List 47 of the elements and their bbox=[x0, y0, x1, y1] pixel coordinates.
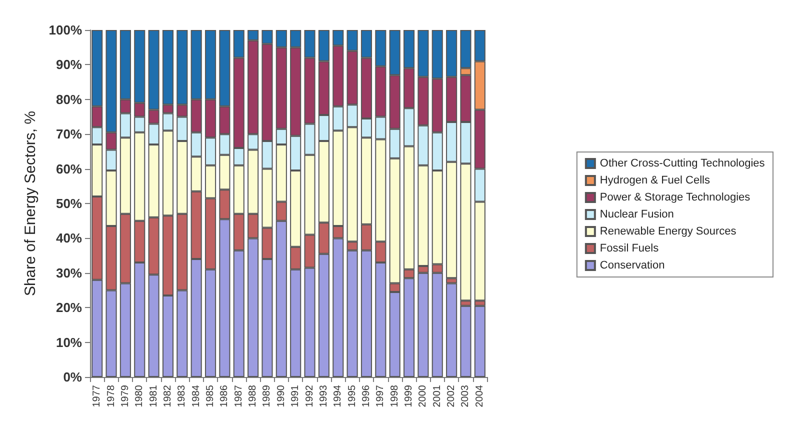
y-tick-label: 40% bbox=[56, 230, 82, 246]
legend-label: Nuclear Fusion bbox=[600, 208, 674, 220]
x-tick-label: 1998 bbox=[389, 384, 400, 408]
x-tick-label: 1977 bbox=[92, 384, 103, 408]
x-tick-label: 1986 bbox=[219, 384, 230, 408]
y-tick-label: 80% bbox=[56, 92, 82, 107]
x-tick-label: 2004 bbox=[474, 384, 486, 408]
x-tick-label: 1995 bbox=[346, 384, 358, 408]
x-tick-label: 1992 bbox=[304, 384, 316, 408]
x-tick-label: 1983 bbox=[176, 384, 188, 408]
x-tick-label: 1997 bbox=[375, 384, 386, 408]
x-tick-label: 1980 bbox=[134, 384, 146, 408]
legend-label: Power & Storage Technologies bbox=[600, 192, 751, 204]
y-tick-label: 30% bbox=[56, 265, 82, 280]
y-tick-label: 70% bbox=[56, 126, 82, 142]
y-tick-label: 50% bbox=[56, 196, 82, 211]
x-tick-label: 1991 bbox=[290, 384, 302, 408]
x-tick-label: 1984 bbox=[190, 384, 202, 408]
x-tick-label: 1990 bbox=[276, 384, 287, 408]
x-tick-label: 2001 bbox=[432, 384, 443, 408]
legend-label: Renewable Energy Sources bbox=[600, 226, 737, 238]
x-tick-label: 1981 bbox=[148, 384, 160, 408]
x-tick-label: 1982 bbox=[162, 384, 174, 408]
y-tick-label: 100% bbox=[48, 22, 82, 38]
y-tick-label: 60% bbox=[56, 161, 82, 176]
legend-label: Conservation bbox=[600, 260, 665, 272]
y-tick-label: 90% bbox=[56, 57, 82, 72]
x-tick-label: 1989 bbox=[262, 384, 273, 408]
legend-label: Hydrogen & Fuel Cells bbox=[600, 174, 710, 186]
legend-label: Fossil Fuels bbox=[600, 242, 660, 254]
y-tick-label: 0% bbox=[63, 370, 82, 384]
x-tick-label: 2003 bbox=[460, 384, 472, 408]
y-tick-label: 20% bbox=[56, 300, 82, 316]
x-tick-label: 1987 bbox=[233, 384, 244, 408]
x-tick-label: 2000 bbox=[418, 384, 429, 408]
x-tick-label: 1978 bbox=[106, 384, 117, 408]
x-tick-label: 1985 bbox=[205, 384, 216, 408]
y-axis-title: Share of Energy Sectors, % bbox=[22, 110, 39, 296]
x-tick-label: 1993 bbox=[318, 384, 330, 408]
x-tick-label: 1979 bbox=[120, 384, 131, 408]
x-tick-label: 1994 bbox=[332, 384, 344, 408]
x-tick-label: 1996 bbox=[360, 384, 372, 408]
x-tick-label: 1988 bbox=[248, 384, 259, 408]
y-tick-label: 10% bbox=[56, 334, 82, 350]
x-tick-label: 2002 bbox=[446, 384, 458, 408]
legend-label: Other Cross-Cutting Technologies bbox=[600, 158, 766, 170]
x-tick-label: 1999 bbox=[404, 384, 415, 408]
